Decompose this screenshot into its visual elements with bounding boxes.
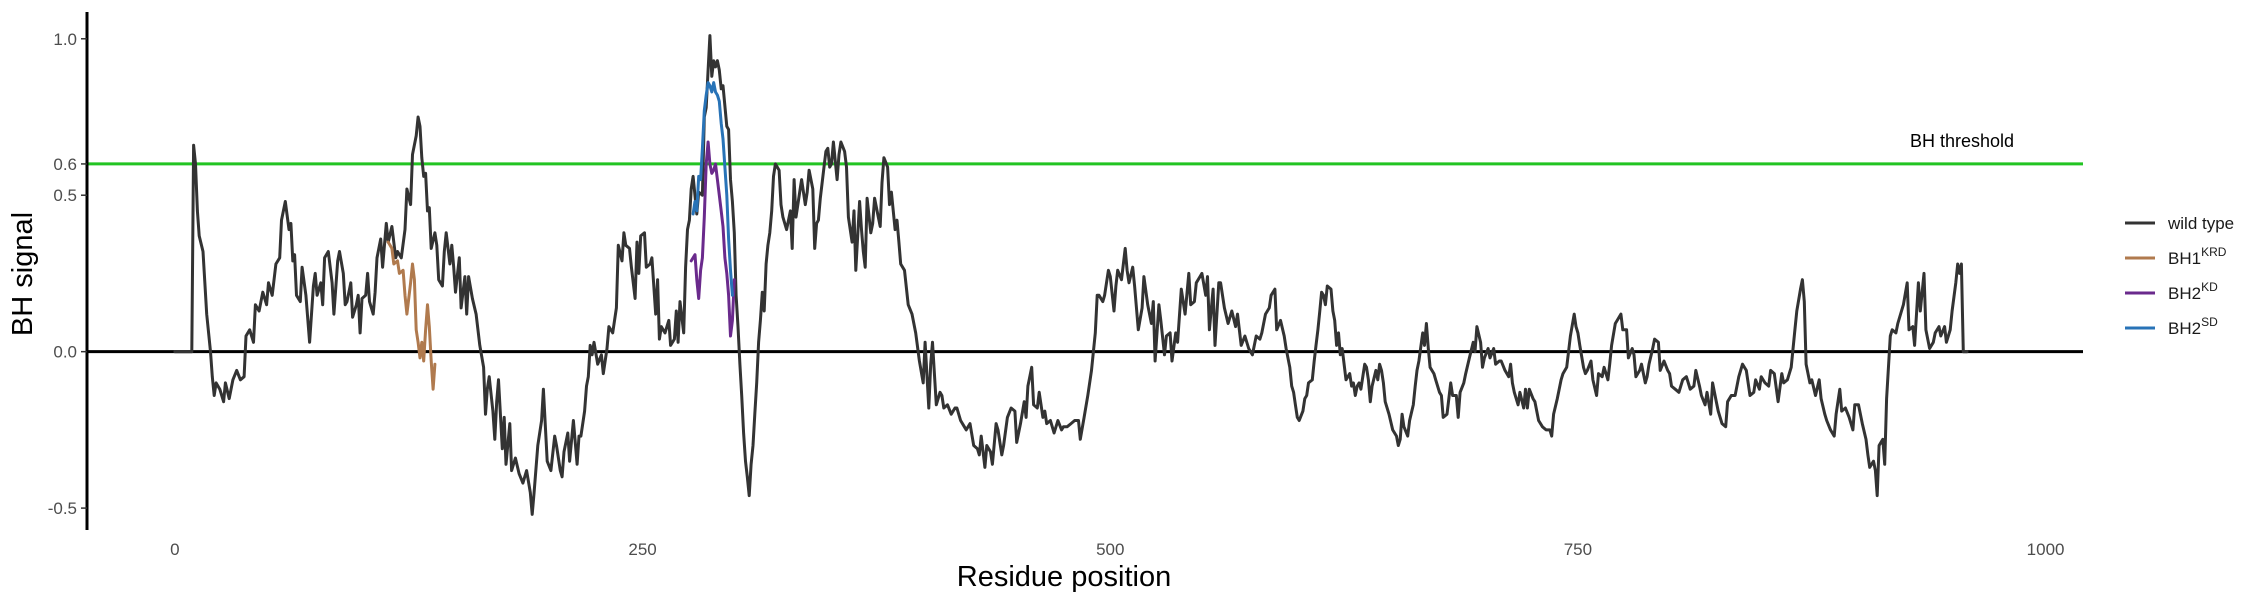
threshold-label: BH threshold [1910,131,2014,151]
legend: wild type BH1KRD BH2KD BH2SD [2125,214,2234,338]
x-tick-label: 1000 [2027,540,2065,559]
y-tick-label: -0.5 [48,499,77,518]
x-axis-title: Residue position [957,561,1171,593]
axes: -0.5 0.0 0.5 0.6 1.0 0 250 500 750 1000 [48,12,2065,559]
legend-label-4: BH2SD [2168,315,2218,338]
y-axis-title: BH signal [7,212,39,336]
y-tick-label: 0.6 [53,155,77,174]
series-line-1 [173,34,1969,516]
legend-label-3: BH2KD [2168,280,2218,303]
x-tick-label: 750 [1564,540,1592,559]
x-tick-label: 250 [628,540,656,559]
plot-area [87,34,2083,516]
series-line-4 [691,81,734,297]
y-tick-label: 0.5 [53,186,77,205]
y-tick-label: 1.0 [53,30,77,49]
legend-label-2: BH1KRD [2168,245,2227,268]
x-tick-label: 500 [1096,540,1124,559]
series-line-2 [386,240,437,391]
series-line-3 [689,140,736,338]
legend-label-1: wild type [2167,214,2234,233]
y-tick-label: 0.0 [53,343,77,362]
x-tick-label: 0 [170,540,179,559]
